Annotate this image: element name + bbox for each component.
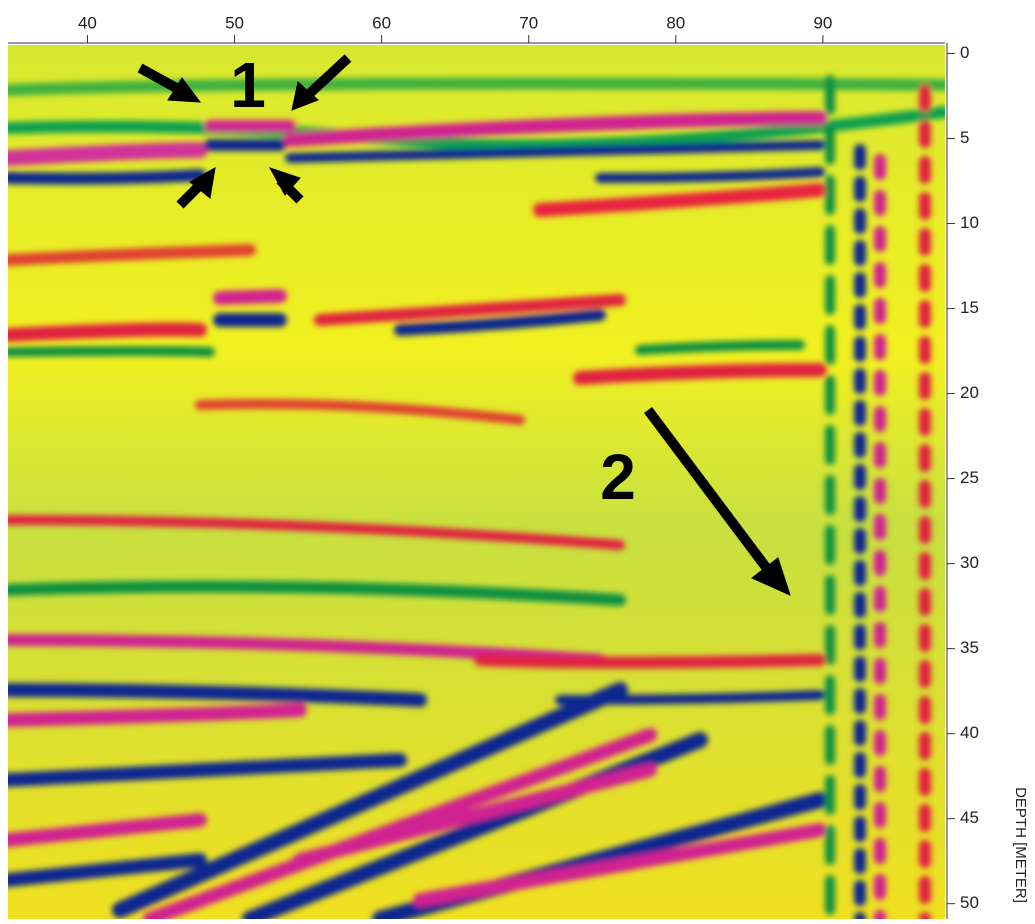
y-tick-label: 35 — [960, 638, 979, 657]
x-tick-label: 70 — [519, 13, 538, 32]
radargram-figure: 1 2 DEPTH [METER] 40 50 60 70 80 90 0 5 10 15 20 25… — [0, 0, 1035, 919]
radargram-image — [8, 45, 945, 919]
x-tick-label: 40 — [78, 13, 97, 32]
annotation-label: 1 — [230, 49, 266, 121]
y-tick-label: 10 — [960, 213, 979, 232]
y-tick-label: 15 — [960, 298, 979, 317]
x-tick-label: 50 — [225, 13, 244, 32]
y-tick-label: 25 — [960, 468, 979, 487]
x-tick-label: 60 — [372, 13, 391, 32]
x-tick-label: 80 — [666, 13, 685, 32]
y-axis-label: DEPTH [METER] — [1012, 787, 1029, 903]
y-tick-label: 20 — [960, 383, 979, 402]
y-tick-label: 45 — [960, 808, 979, 827]
y-tick-label: 50 — [960, 893, 979, 912]
y-tick-label: 30 — [960, 553, 979, 572]
y-tick-label: 5 — [960, 128, 969, 147]
y-tick-label: 40 — [960, 723, 979, 742]
annotation-label: 2 — [600, 441, 636, 513]
x-tick-label: 90 — [813, 13, 832, 32]
y-tick-label: 0 — [960, 43, 969, 62]
